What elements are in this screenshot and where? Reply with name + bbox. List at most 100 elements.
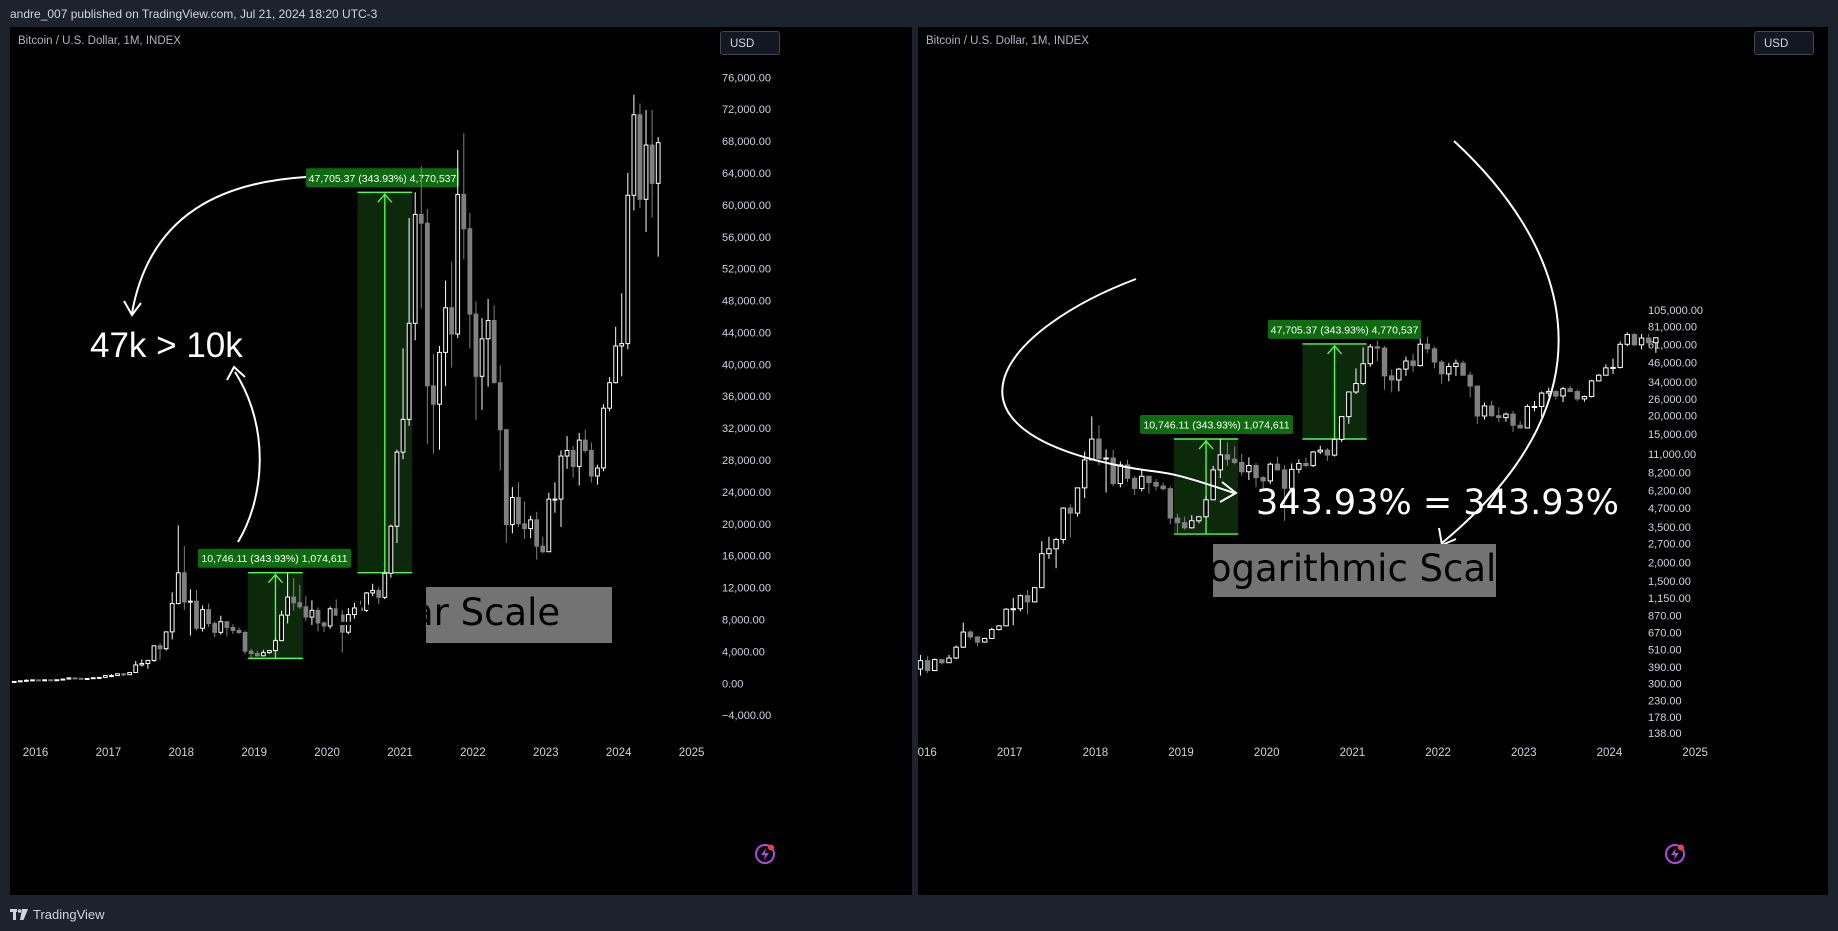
- candle: [212, 621, 218, 638]
- candle-body: [1189, 520, 1195, 529]
- candle: [1317, 445, 1323, 455]
- candle: [17, 680, 23, 683]
- candle: [1453, 359, 1459, 377]
- candle-body: [1146, 475, 1152, 484]
- curved-arrow-top: [131, 176, 307, 314]
- candle-body: [1024, 595, 1031, 603]
- tradingview-logo-icon: [10, 908, 28, 920]
- candle-body: [570, 449, 576, 467]
- candle-body: [558, 455, 564, 500]
- candle-body: [1296, 462, 1302, 470]
- candle: [169, 592, 175, 640]
- candle: [528, 515, 533, 539]
- measure-arrow-head: [267, 573, 283, 584]
- y-tick-label: 32,000.00: [722, 423, 771, 435]
- candle: [1074, 487, 1081, 517]
- candle: [78, 677, 84, 680]
- candle: [1189, 515, 1195, 529]
- tradingview-logo[interactable]: TradingView: [10, 907, 105, 922]
- candle-body: [370, 589, 376, 594]
- candle: [461, 133, 467, 260]
- y-tick-label: 12,000.00: [722, 583, 771, 595]
- candle: [637, 103, 643, 209]
- linear-chart-canvas[interactable]: 76,000.00 72,000.00 68,000.00 64,000.00 60,0…: [10, 27, 912, 895]
- measure-label: 47,705.37 (343.93%) 4,770,537: [1271, 324, 1419, 336]
- candle-body: [449, 307, 455, 335]
- candle: [188, 589, 193, 636]
- x-tick-label: 2017: [96, 747, 122, 759]
- candle-body: [121, 673, 126, 676]
- candle: [157, 643, 163, 660]
- y-tick-label: 2,700.00: [1648, 538, 1691, 550]
- candle: [279, 610, 284, 642]
- candle: [121, 672, 126, 677]
- y-tick-label: 138.00: [1648, 728, 1682, 740]
- candle: [1260, 476, 1266, 489]
- candle: [1531, 400, 1538, 412]
- scale-label-bg: [1213, 544, 1496, 597]
- y-tick-label: 6,200.00: [1648, 485, 1691, 497]
- candle: [1196, 515, 1202, 524]
- y-tick-label: 28,000.00: [722, 455, 771, 467]
- candle-body: [588, 449, 594, 477]
- measure-arrow-head: [1198, 439, 1214, 450]
- candle: [564, 436, 570, 469]
- candle: [1388, 369, 1395, 393]
- curved-arrow-right: [1441, 140, 1560, 544]
- candle-body: [1631, 334, 1638, 346]
- arrow-head-bottom: [226, 365, 246, 381]
- candle: [1417, 338, 1423, 367]
- candle: [36, 679, 41, 682]
- currency-button[interactable]: USD: [720, 31, 780, 55]
- candle-body: [1431, 348, 1438, 363]
- candle-body: [96, 676, 102, 679]
- candle-body: [394, 451, 400, 527]
- candle-body: [1496, 415, 1502, 419]
- y-tick-label: 52,000.00: [722, 264, 771, 276]
- candle-body: [1588, 380, 1595, 398]
- candle-body: [1596, 374, 1602, 382]
- chart-panel-linear[interactable]: 76,000.00 72,000.00 68,000.00 64,000.00 60,0…: [10, 27, 912, 895]
- bolt-icon[interactable]: [1664, 843, 1686, 865]
- candle: [479, 318, 485, 410]
- candle-body: [510, 497, 515, 526]
- y-tick-label: 56,000.00: [722, 232, 771, 244]
- candle-body: [1117, 464, 1124, 485]
- y-tick-label: 3,500.00: [1648, 522, 1691, 534]
- candle: [424, 208, 430, 445]
- y-tick-label: 8,200.00: [1648, 468, 1691, 480]
- candle: [242, 630, 248, 655]
- candle: [1160, 482, 1166, 491]
- measure-arrow-head: [377, 193, 393, 203]
- annotation-equality: 343.93% = 343.93%: [1256, 483, 1619, 523]
- candle: [1089, 416, 1095, 461]
- y-tick-label: 24,000.00: [722, 487, 771, 499]
- candle: [400, 348, 406, 460]
- candle: [1024, 590, 1031, 615]
- candle-body: [1531, 405, 1538, 408]
- candle-body: [1153, 482, 1159, 487]
- candle: [1060, 507, 1066, 544]
- scale-label: Logarithmic Scale: [1189, 547, 1519, 590]
- candle-body: [1438, 361, 1445, 375]
- candle-body: [1281, 469, 1288, 489]
- bolt-icon[interactable]: [754, 843, 776, 865]
- candle: [224, 621, 230, 637]
- candle-body: [960, 631, 966, 648]
- y-tick-label: 390.00: [1648, 662, 1682, 674]
- candle: [1496, 407, 1502, 423]
- candle: [546, 492, 552, 553]
- candle: [72, 677, 78, 680]
- currency-button[interactable]: USD: [1754, 31, 1814, 55]
- y-tick-label: 44,000.00: [722, 327, 771, 339]
- chart-panel-log[interactable]: 105,000.00 81,000.00 61,000.00 46,000.00 34,…: [918, 27, 1828, 895]
- candle-body: [1467, 374, 1473, 387]
- log-chart-canvas[interactable]: 105,000.00 81,000.00 61,000.00 46,000.00 34,…: [918, 27, 1828, 895]
- candle: [967, 630, 974, 640]
- candle: [1596, 374, 1602, 382]
- candle: [1396, 367, 1402, 392]
- candle-body: [60, 678, 66, 681]
- candle-body: [1131, 477, 1138, 489]
- x-tick-label: 2021: [387, 747, 413, 759]
- candle-body: [443, 307, 448, 353]
